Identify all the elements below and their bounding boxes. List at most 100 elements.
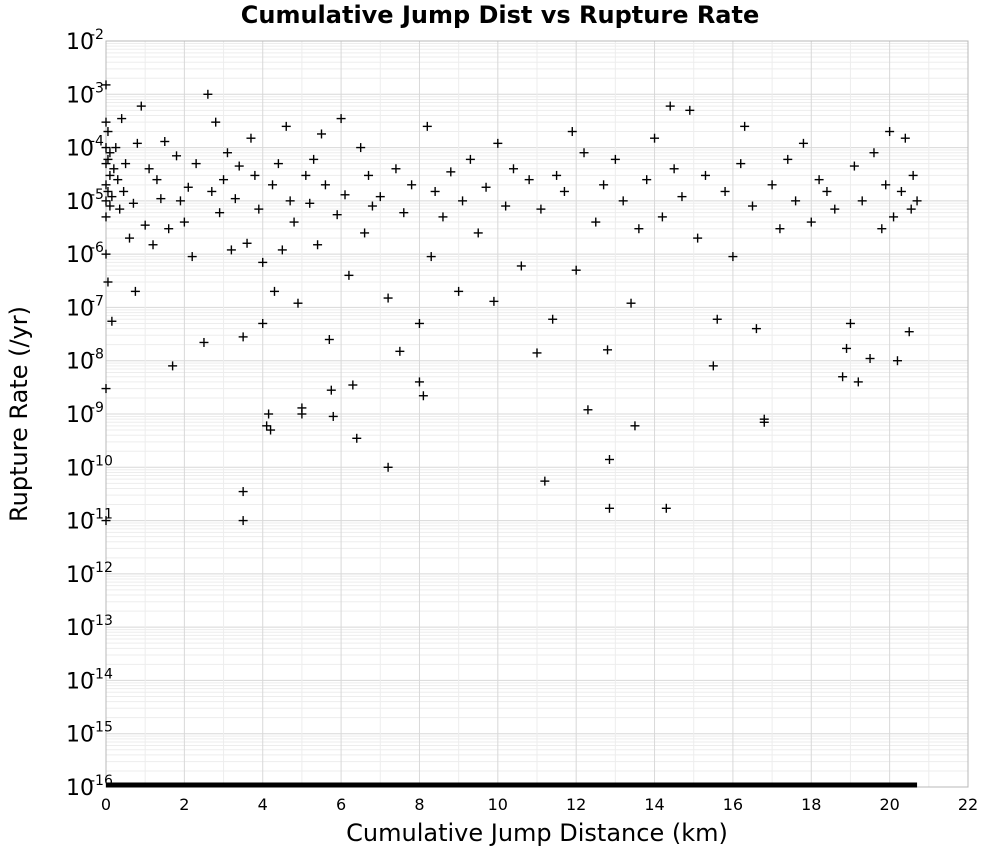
- data-point: [618, 196, 628, 206]
- data-point: [107, 316, 117, 326]
- data-point: [767, 180, 777, 190]
- data-point: [775, 224, 785, 234]
- data-point: [532, 348, 542, 358]
- y-tick-exponent: -3: [90, 80, 104, 96]
- data-point: [693, 233, 703, 243]
- y-tick-label: 10-8: [66, 347, 104, 375]
- data-point: [908, 170, 918, 180]
- data-point: [665, 101, 675, 111]
- data-point: [657, 212, 667, 222]
- data-point: [246, 133, 256, 143]
- data-point: [109, 164, 119, 174]
- data-point: [465, 154, 475, 164]
- data-point: [101, 80, 111, 90]
- y-tick-base: 10: [66, 350, 94, 375]
- data-point: [536, 204, 546, 214]
- x-tick-label: 10: [488, 795, 508, 814]
- data-point: [105, 201, 115, 211]
- data-point: [183, 182, 193, 192]
- y-tick-label: 10-12: [66, 560, 113, 588]
- data-point: [604, 454, 614, 464]
- data-point: [281, 121, 291, 131]
- data-point: [136, 101, 146, 111]
- data-point: [352, 433, 362, 443]
- data-point: [889, 212, 899, 222]
- data-point: [849, 161, 859, 171]
- data-point: [103, 277, 113, 287]
- y-tick-exponent: -4: [90, 134, 104, 150]
- y-tick-base: 10: [66, 616, 94, 641]
- data-point: [454, 286, 464, 296]
- x-tick-label: 14: [644, 795, 664, 814]
- y-tick-base: 10: [66, 190, 94, 215]
- data-point: [489, 296, 499, 306]
- data-point: [869, 148, 879, 158]
- x-tick-label: 8: [414, 795, 424, 814]
- data-point: [383, 462, 393, 472]
- x-axis-label: Cumulative Jump Distance (km): [346, 819, 728, 847]
- data-point: [125, 233, 135, 243]
- data-point: [685, 105, 695, 115]
- data-point: [669, 164, 679, 174]
- data-point: [736, 159, 746, 169]
- data-point: [191, 159, 201, 169]
- data-point: [119, 186, 129, 196]
- data-point: [814, 175, 824, 185]
- data-point: [418, 391, 428, 401]
- data-point: [391, 164, 401, 174]
- data-point: [113, 175, 123, 185]
- data-point: [152, 175, 162, 185]
- data-point: [268, 180, 278, 190]
- data-point: [865, 354, 875, 364]
- data-point: [493, 138, 503, 148]
- data-point: [207, 186, 217, 196]
- data-point: [230, 194, 240, 204]
- data-point: [571, 265, 581, 275]
- data-point: [407, 180, 417, 190]
- chart-title: Cumulative Jump Dist vs Rupture Rate: [241, 1, 760, 29]
- y-tick-label: 10-16: [66, 773, 113, 801]
- data-point: [101, 143, 111, 153]
- x-tick-label: 2: [179, 795, 189, 814]
- y-axis-label: Rupture Rate (/yr): [5, 306, 33, 522]
- data-point: [360, 228, 370, 238]
- data-point: [101, 516, 111, 526]
- y-tick-exponent: -5: [90, 187, 104, 203]
- data-point: [348, 380, 358, 390]
- y-tick-label: 10-7: [66, 293, 104, 321]
- data-point: [845, 318, 855, 328]
- data-point: [203, 89, 213, 99]
- data-point: [583, 405, 593, 415]
- y-tick-exponent: -6: [90, 240, 104, 256]
- y-tick-label: 10-5: [66, 187, 104, 215]
- data-point: [103, 186, 113, 196]
- y-tick-label: 10-15: [66, 720, 113, 748]
- data-point: [414, 318, 424, 328]
- data-point: [103, 127, 113, 137]
- x-tick-label: 0: [101, 795, 111, 814]
- y-tick-exponent: -8: [90, 347, 104, 363]
- data-point: [238, 332, 248, 342]
- y-tick-exponent: -12: [90, 560, 113, 576]
- data-point: [128, 198, 138, 208]
- x-tick-label: 22: [958, 795, 978, 814]
- y-tick-base: 10: [66, 669, 94, 694]
- data-point: [238, 516, 248, 526]
- data-point: [677, 192, 687, 202]
- x-tick-label: 4: [258, 795, 268, 814]
- y-tick-base: 10: [66, 510, 94, 535]
- data-point: [375, 192, 385, 202]
- data-point: [144, 164, 154, 174]
- data-point: [320, 180, 330, 190]
- x-tick-label: 16: [723, 795, 743, 814]
- y-tick-exponent: -16: [90, 773, 113, 789]
- data-point: [367, 201, 377, 211]
- data-point: [101, 212, 111, 222]
- data-point: [516, 261, 526, 271]
- data-point: [604, 503, 614, 513]
- data-point: [740, 121, 750, 131]
- data-point: [634, 224, 644, 234]
- y-tick-label: 10-9: [66, 400, 104, 428]
- y-tick-base: 10: [66, 456, 94, 481]
